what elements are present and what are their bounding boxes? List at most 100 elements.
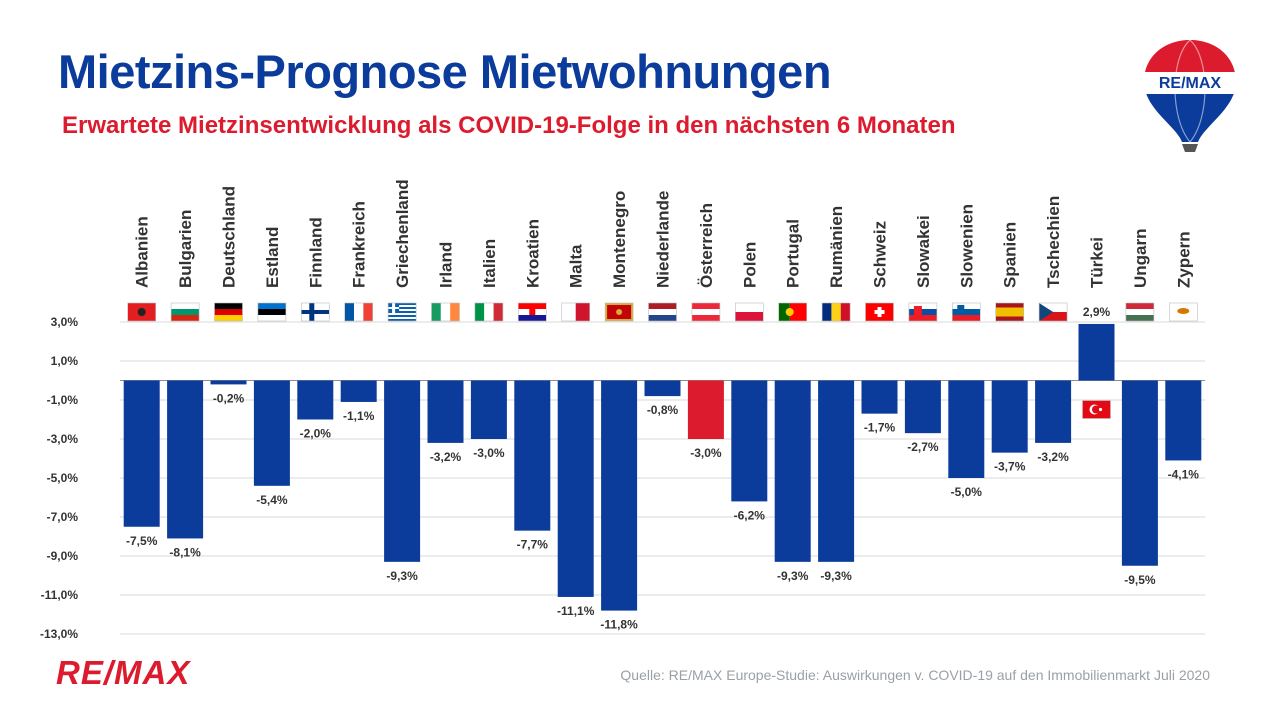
remax-balloon-logo: RE/MAX — [1144, 40, 1236, 152]
flag-albanien — [127, 302, 156, 322]
flag-slowenien — [951, 302, 981, 322]
flag-spanien — [995, 302, 1025, 322]
bar-frankreich — [340, 380, 377, 402]
flag-slowakei — [908, 302, 938, 322]
flag-rumänien — [821, 302, 851, 322]
flag-italien — [474, 302, 504, 322]
x-tick-label: Polen — [740, 242, 759, 288]
balloon-brand-text: RE/MAX — [1159, 75, 1222, 92]
data-label: -5,4% — [256, 493, 288, 507]
flag-irland — [431, 302, 460, 322]
data-label: -1,7% — [864, 421, 896, 435]
bar-albanien — [123, 380, 160, 527]
y-tick-label: 3,0% — [51, 315, 79, 329]
data-label: -2,0% — [300, 427, 332, 441]
x-tick-label: Frankreich — [350, 201, 369, 288]
y-tick-label: -5,0% — [47, 471, 79, 485]
y-tick-label: -7,0% — [47, 510, 79, 524]
data-label: -8,1% — [169, 545, 201, 559]
x-tick-label: Kroatien — [523, 219, 542, 288]
bar-irland — [427, 380, 464, 443]
x-tick-label: Zypern — [1174, 231, 1193, 288]
remax-logo: RE/MAX — [56, 654, 191, 691]
bar-italien — [470, 380, 507, 439]
labels-layer: 3,0% 1,0% -1,0% -3,0% -5,0% -7,0% -9,0% -11,0% -… — [40, 179, 1199, 641]
bar-slowenien — [948, 380, 985, 478]
bar-estland — [253, 380, 290, 486]
bar-tschechien — [1035, 380, 1072, 443]
bars-layer — [123, 323, 1202, 611]
flag-ungarn — [1125, 302, 1155, 322]
bar-finnland — [297, 380, 334, 420]
bar-chart: 3,0% 1,0% -1,0% -3,0% -5,0% -7,0% -9,0% -11,0% -… — [40, 179, 1205, 641]
x-tick-label: Tschechien — [1044, 196, 1063, 288]
bar-griechenland — [384, 380, 421, 562]
flag-österreich — [691, 302, 721, 322]
data-label: -3,0% — [690, 446, 722, 460]
flag-estland — [257, 302, 287, 322]
bar-österreich — [687, 380, 724, 439]
data-label: -5,0% — [951, 485, 983, 499]
chart-title: Mietzins-Prognose Mietwohnungen — [58, 45, 832, 98]
x-tick-label: Montenegro — [610, 191, 629, 288]
bar-rumänien — [818, 380, 855, 562]
flag-frankreich — [344, 302, 374, 322]
bar-slowakei — [904, 380, 941, 434]
flags-layer — [127, 302, 1198, 419]
x-tick-label: Schweiz — [871, 221, 890, 288]
data-label: 2,9% — [1083, 305, 1111, 319]
data-label: -11,8% — [600, 618, 638, 632]
bar-zypern — [1165, 380, 1202, 461]
x-tick-label: Estland — [263, 227, 282, 288]
bar-ungarn — [1121, 380, 1158, 566]
flag-portugal — [778, 302, 808, 322]
data-label: -7,7% — [517, 538, 549, 552]
y-tick-label: -11,0% — [41, 588, 79, 602]
data-label: -1,1% — [343, 409, 375, 423]
x-tick-label: Spanien — [1001, 222, 1020, 288]
data-label: -7,5% — [126, 534, 158, 548]
y-tick-label: -1,0% — [47, 393, 79, 407]
bar-polen — [731, 380, 768, 502]
flag-finnland — [300, 302, 330, 322]
bar-spanien — [991, 380, 1028, 453]
x-tick-label: Türkei — [1088, 237, 1107, 288]
x-tick-label: Irland — [437, 242, 456, 288]
x-tick-label: Slowenien — [957, 204, 976, 288]
data-label: -9,3% — [386, 569, 418, 583]
flag-montenegro — [604, 302, 634, 322]
data-label: -3,2% — [1037, 450, 1069, 464]
bar-portugal — [774, 380, 811, 562]
source-note: Quelle: RE/MAX Europe-Studie: Auswirkung… — [620, 667, 1210, 683]
x-tick-label: Ungarn — [1131, 229, 1150, 289]
flag-schweiz — [865, 302, 894, 322]
x-tick-label: Albanien — [133, 216, 152, 288]
data-label: -9,3% — [777, 569, 809, 583]
x-tick-label: Portugal — [784, 219, 803, 288]
flag-kroatien — [517, 302, 547, 322]
chart-subtitle: Erwartete Mietzinsentwicklung als COVID-… — [62, 112, 956, 139]
data-label: -9,3% — [820, 569, 852, 583]
data-label: -6,2% — [734, 508, 766, 522]
bar-niederlande — [644, 380, 681, 397]
x-tick-label: Bulgarien — [176, 210, 195, 288]
data-label: -3,7% — [994, 460, 1026, 474]
flag-türkei — [1082, 400, 1111, 419]
x-tick-label: Rumänien — [827, 206, 846, 288]
bar-montenegro — [601, 380, 638, 611]
data-label: -3,2% — [430, 450, 462, 464]
y-tick-label: -3,0% — [47, 432, 79, 446]
flag-zypern — [1169, 302, 1198, 322]
flag-niederlande — [648, 302, 677, 322]
flag-deutschland — [214, 302, 243, 322]
data-label: -0,2% — [213, 391, 245, 405]
bar-kroatien — [514, 380, 551, 531]
data-label: -2,7% — [907, 440, 939, 454]
bar-schweiz — [861, 380, 898, 414]
data-label: -4,1% — [1168, 467, 1200, 481]
data-label: -3,0% — [473, 446, 505, 460]
flag-bulgarien — [170, 302, 200, 322]
x-tick-label: Niederlande — [654, 191, 673, 288]
x-tick-label: Italien — [480, 239, 499, 288]
flag-malta — [561, 302, 591, 322]
